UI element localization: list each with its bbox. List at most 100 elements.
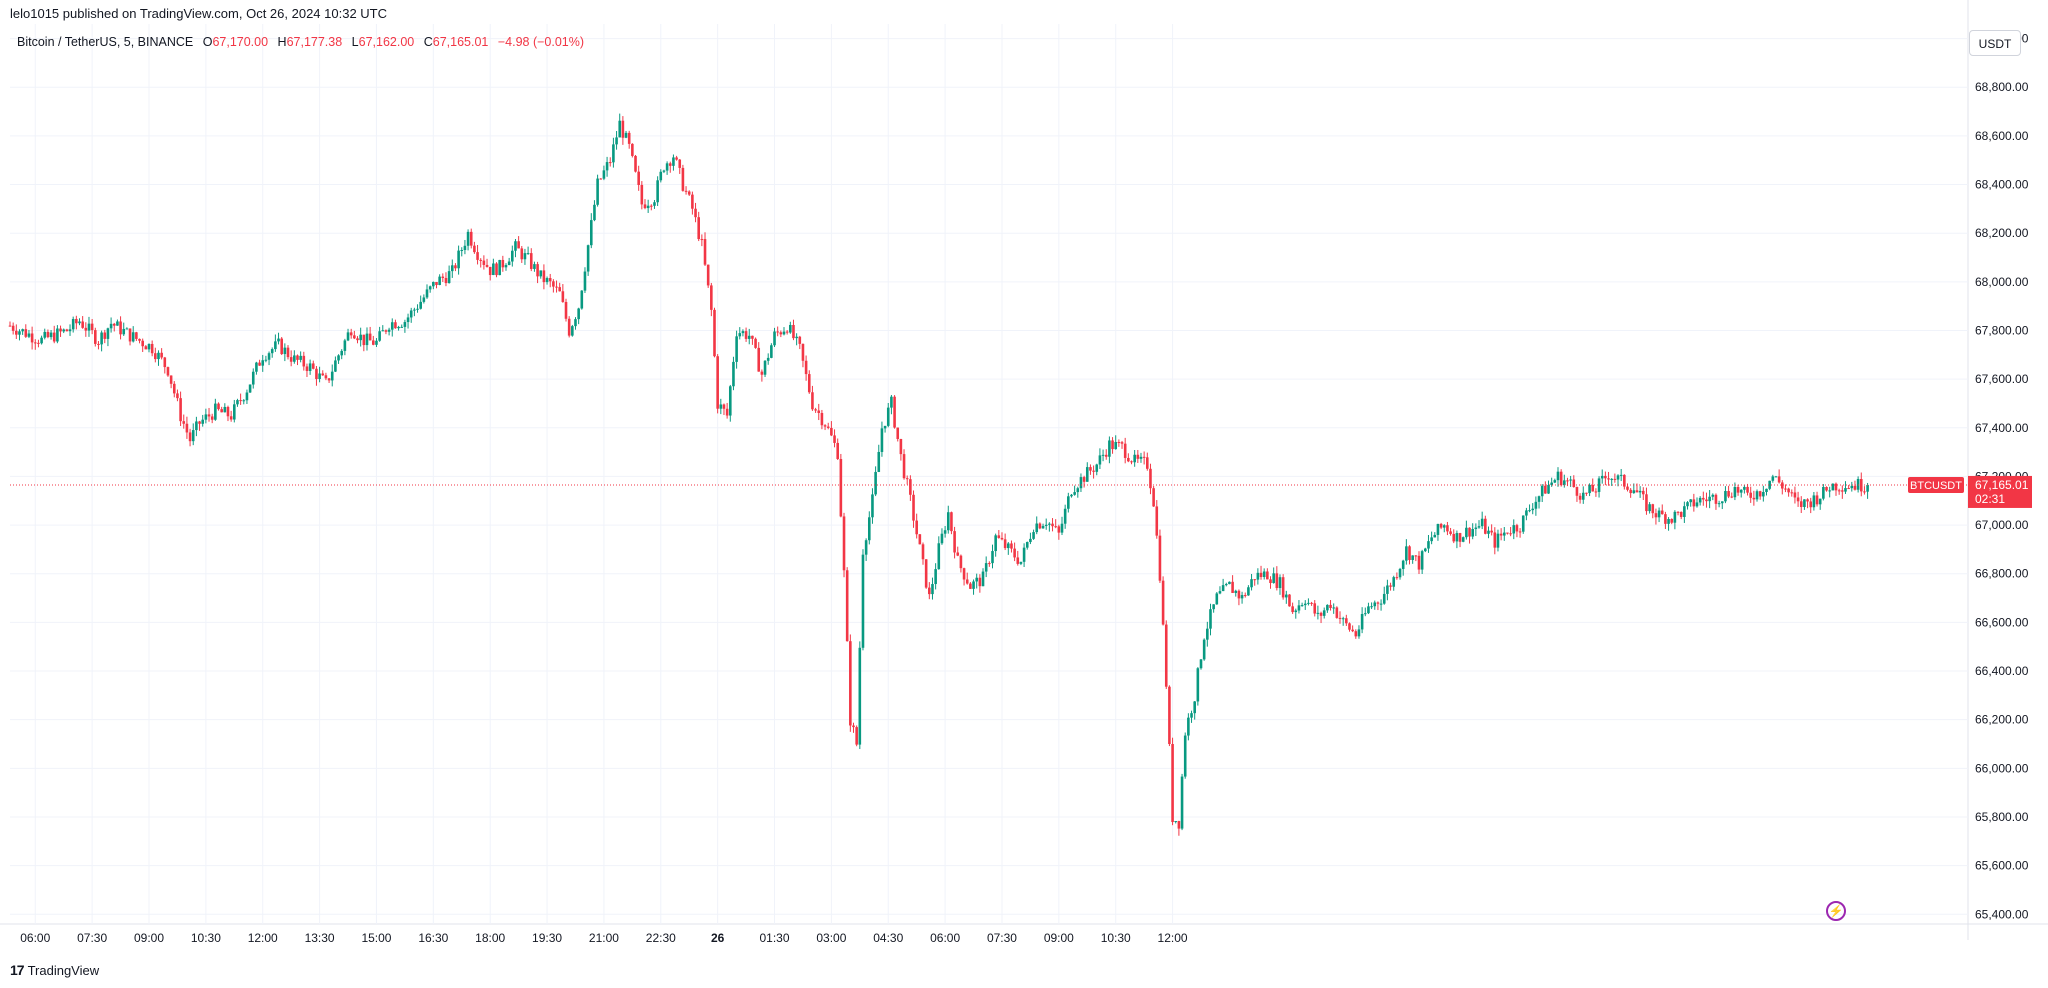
candle-body: [668, 163, 672, 166]
y-tick-label: 67,000.00: [1975, 518, 2029, 532]
candle-body: [1506, 532, 1509, 534]
candle-body: [754, 338, 757, 348]
y-tick-label: 67,600.00: [1975, 372, 2029, 386]
candle-body: [454, 265, 457, 269]
candle-body: [293, 355, 296, 362]
candle-body: [1253, 579, 1257, 581]
candle-body: [997, 535, 1001, 538]
candle-body: [589, 220, 593, 246]
candle-body: [984, 563, 988, 572]
x-tick-label: 12:00: [1158, 931, 1188, 945]
candle-body: [1572, 479, 1576, 488]
candle-body: [1645, 494, 1648, 512]
candle-body: [1417, 555, 1421, 570]
close-label: C: [423, 35, 433, 49]
candle-body: [770, 345, 773, 358]
candle-body: [84, 327, 88, 331]
candle-body: [830, 427, 833, 436]
candle-body: [760, 371, 764, 375]
candle-body: [558, 287, 561, 292]
candle-body: [1702, 497, 1705, 500]
candle-body: [1294, 610, 1298, 613]
candle-body: [1221, 585, 1225, 592]
candle-body: [991, 551, 994, 564]
candle-body: [1436, 523, 1440, 535]
brand-name: TradingView: [27, 962, 100, 978]
candle-body: [523, 253, 527, 260]
candle-body: [1098, 455, 1102, 465]
candle-body: [413, 309, 416, 311]
x-tick-label: 13:30: [305, 931, 335, 945]
candle-body: [160, 352, 163, 358]
publish-line: lelo1015 published on TradingView.com, O…: [10, 6, 387, 21]
candle-body: [716, 356, 719, 409]
candle-body: [814, 409, 817, 411]
candle-body: [141, 340, 144, 347]
y-tick-label: 66,400.00: [1975, 664, 2029, 678]
candle-body: [119, 321, 122, 335]
footer-brand[interactable]: 17 TradingView: [10, 962, 99, 978]
candle-body: [1196, 668, 1200, 702]
candle-body: [21, 329, 24, 332]
candle-body: [1354, 631, 1358, 637]
candle-body: [49, 332, 53, 338]
candle-body: [1461, 537, 1465, 542]
candle-body: [539, 270, 543, 277]
current-price-label: 67,165.01: [1975, 478, 2029, 492]
candle-body: [1139, 456, 1143, 459]
y-tick-label: 66,800.00: [1975, 567, 2029, 581]
candle-body: [1724, 491, 1727, 502]
candle-body: [1420, 551, 1424, 570]
candle-body: [662, 170, 666, 172]
candle-body: [324, 375, 328, 379]
candle-body: [1657, 510, 1661, 518]
candle-body: [571, 326, 574, 336]
candle-body: [87, 323, 91, 331]
candle-body: [624, 132, 628, 138]
candle-body: [432, 281, 435, 287]
candle-body: [1796, 497, 1800, 502]
candle-body: [975, 577, 979, 582]
candle-body: [1509, 533, 1512, 535]
candle-body: [845, 570, 849, 642]
candle-body: [747, 335, 751, 339]
candle-body: [634, 155, 637, 172]
candle-body: [349, 332, 353, 336]
candle-body: [1717, 503, 1721, 505]
candle-body: [1822, 486, 1825, 499]
candle-body: [207, 414, 211, 417]
candle-body: [204, 414, 208, 420]
candle-body: [46, 331, 50, 338]
candle-body: [56, 328, 59, 342]
candle-body: [1202, 639, 1206, 660]
candle-body: [372, 340, 375, 345]
candle-body: [476, 252, 479, 260]
candle-body: [495, 263, 498, 276]
candle-body: [1863, 491, 1866, 493]
candle-body: [125, 328, 129, 330]
candle-body: [798, 336, 802, 344]
candle-body: [71, 318, 75, 330]
candle-body: [330, 371, 334, 381]
candle-body: [1430, 537, 1433, 542]
candle-body: [1465, 527, 1468, 538]
candle-body: [135, 332, 138, 339]
candle-body: [928, 587, 931, 595]
candle-body: [1168, 686, 1171, 745]
candle-body: [1319, 612, 1323, 616]
high-value: 67,177.38: [286, 35, 343, 49]
candle-body: [710, 285, 713, 310]
candle-body: [517, 241, 520, 249]
candle-body: [362, 334, 366, 346]
x-tick-label: 10:30: [191, 931, 221, 945]
lightning-icon[interactable]: ⚡: [1826, 901, 1846, 921]
candle-body: [403, 322, 407, 327]
candle-body: [694, 208, 697, 218]
candle-body: [858, 647, 862, 745]
currency-button[interactable]: USDT: [1969, 30, 2021, 56]
candle-body: [1313, 603, 1317, 614]
symbol-name[interactable]: Bitcoin / TetherUS, 5, BINANCE: [17, 35, 194, 49]
candle-body: [1720, 501, 1724, 504]
candle-body: [201, 419, 205, 424]
